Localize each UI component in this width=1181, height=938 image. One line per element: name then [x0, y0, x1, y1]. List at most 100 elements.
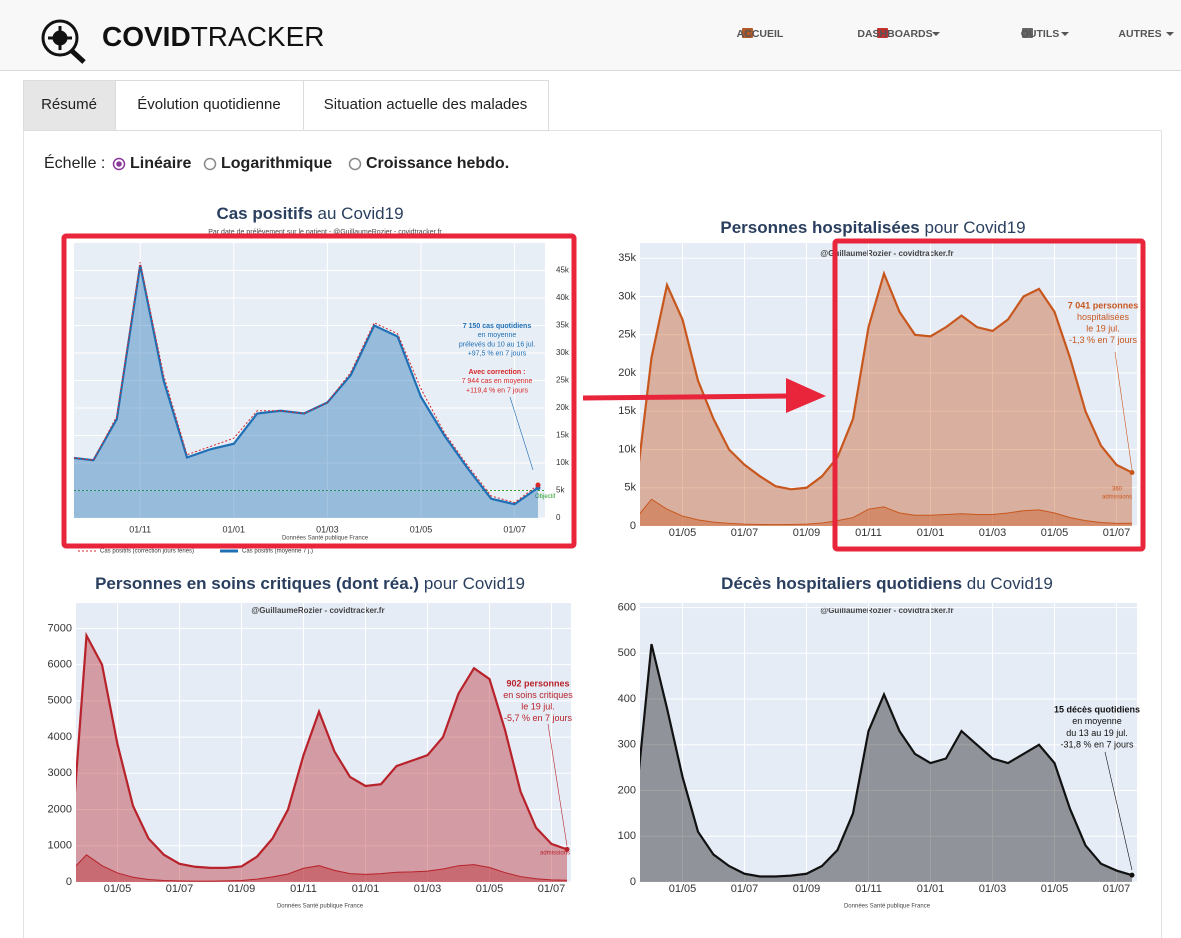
x-tick-label: 01/11 — [290, 883, 317, 895]
annotation-pointer — [1104, 751, 1133, 871]
x-tick-label: 01/07 — [503, 524, 526, 534]
nav-label: DASHBOARDS — [857, 28, 932, 40]
chart-subtitle: @GuillaumeRozier - covidtracker.fr — [820, 606, 953, 615]
y-tick-label: 6000 — [48, 659, 72, 671]
scale-option[interactable]: Linéaire — [112, 155, 192, 172]
nav-item[interactable]: DASHBOARDS — [857, 28, 940, 40]
scale-label: Échelle : — [44, 153, 105, 172]
y-tick-label: 0 — [556, 513, 561, 522]
end-point — [535, 482, 541, 488]
nav-caret — [1061, 32, 1069, 36]
tab[interactable]: Évolution quotidienne — [115, 80, 304, 131]
scale-option-label: Linéaire — [130, 155, 191, 172]
annotation: -5,7 % en 7 jours — [504, 713, 573, 723]
y-tick-label: 30k — [618, 290, 636, 302]
y-tick-label: 10k — [618, 443, 636, 455]
y-tick-label: 40k — [556, 293, 570, 302]
annotation: +119,4 % en 7 jours — [466, 387, 528, 394]
x-tick-label: 01/05 — [669, 527, 697, 539]
chart-title: Personnes hospitalisées pour Covid19 — [720, 218, 1025, 237]
chart-title-rest: du Covid19 — [962, 574, 1053, 593]
nav-caret — [932, 32, 940, 36]
tab[interactable]: Situation actuelle des malades — [303, 80, 549, 131]
y-tick-label: 1000 — [48, 840, 72, 852]
chart-source: Données Santé publique France — [844, 904, 931, 910]
navbar — [0, 0, 1181, 70]
nav-item[interactable]: AUTRES — [1118, 28, 1174, 40]
nav-item[interactable]: ACCUEIL — [737, 28, 784, 40]
nav-icon — [742, 28, 753, 38]
chart-title: Cas positifs au Covid19 — [216, 204, 403, 223]
brand[interactable]: COVIDTRACKER — [102, 21, 324, 52]
x-tick-label: 01/05 — [1041, 527, 1069, 539]
chart-title-bold: Personnes hospitalisées — [720, 218, 919, 237]
x-tick-label: 01/05 — [410, 524, 433, 534]
radio — [348, 157, 362, 171]
radio-dot — [116, 161, 122, 167]
nav-item[interactable]: OUTILS — [1021, 28, 1069, 40]
y-tick-label: 20k — [618, 367, 636, 379]
y-tick-label: 2000 — [48, 803, 72, 815]
x-tick-label: 01/03 — [979, 883, 1007, 895]
annotation: prélevés du 10 au 16 jul. — [459, 341, 535, 348]
y-tick-label: 3000 — [48, 767, 72, 779]
logo[interactable] — [41, 19, 86, 64]
nav-label: ACCUEIL — [737, 28, 784, 40]
tab-label: Situation actuelle des malades — [324, 96, 527, 113]
y-tick-label: 35k — [556, 321, 570, 330]
y-tick-label: 100 — [618, 830, 636, 842]
annotation: 7 944 cas en moyenne — [462, 378, 533, 385]
x-tick-label: 01/01 — [223, 524, 246, 534]
chart-title: Décès hospitaliers quotidiens du Covid19 — [721, 574, 1053, 593]
x-tick-label: 01/05 — [104, 883, 132, 895]
x-tick-label: 01/09 — [793, 527, 821, 539]
annotation: en soins critiques — [503, 690, 573, 700]
tab[interactable]: Résumé — [23, 80, 116, 131]
x-tick-label: 01/01 — [917, 527, 945, 539]
line — [640, 643, 1133, 878]
chart-subtitle: @GuillaumeRozier - covidtracker.fr — [251, 606, 384, 615]
chart-title-rest: pour Covid19 — [419, 574, 525, 593]
y-tick-label: 0 — [630, 876, 636, 888]
end-point — [564, 846, 570, 852]
y-tick-label: 15k — [556, 431, 570, 440]
x-tick-label: 01/05 — [1041, 883, 1069, 895]
annotation: +97,5 % en 7 jours — [468, 351, 527, 358]
plot-area — [76, 603, 571, 882]
y-tick-label: 200 — [618, 784, 636, 796]
chart-title-bold: Personnes en soins critiques (dont réa.) — [95, 574, 419, 593]
tab-bg — [303, 80, 549, 131]
y-tick-label: 45k — [556, 266, 570, 275]
nav-label: AUTRES — [1118, 28, 1161, 40]
y-tick-label: 300 — [618, 739, 636, 751]
annotation: en moyenne — [1072, 716, 1122, 726]
y-tick-label: 7000 — [48, 622, 72, 634]
annotation-pointer — [1114, 351, 1133, 471]
line — [640, 270, 1133, 491]
annotation: 902 personnes — [506, 678, 569, 688]
area — [640, 499, 1132, 526]
scale-option[interactable]: Logarithmique — [203, 155, 333, 172]
line — [76, 854, 568, 882]
annotation: hospitalisées — [1077, 312, 1130, 322]
charts: Cas positifs au Covid19 Par date de prélè… — [48, 204, 1141, 909]
annotation: du 13 au 19 jul. — [1066, 728, 1128, 738]
y-tick-label: 5000 — [48, 695, 72, 707]
x-tick-label: 01/11 — [855, 527, 882, 539]
annotation: le 19 jul. — [1086, 323, 1120, 333]
scale-option[interactable]: Croissance hebdo. — [348, 155, 510, 172]
arrow — [582, 378, 826, 413]
x-tick-label: 01/09 — [793, 883, 821, 895]
y-tick-label: 35k — [618, 252, 636, 264]
x-tick-label: 01/03 — [316, 524, 339, 534]
x-tick-label: 01/07 — [1103, 527, 1131, 539]
end-point — [1129, 872, 1135, 878]
scale-selector: Échelle : Linéaire Logarithmique Croissance… — [44, 153, 509, 172]
scale-option-label: Croissance hebdo. — [366, 155, 509, 172]
x-tick-label: 01/07 — [731, 527, 759, 539]
brand-bold: COVID — [102, 21, 191, 52]
nav-caret — [1166, 32, 1174, 36]
nav-label: OUTILS — [1021, 28, 1060, 40]
